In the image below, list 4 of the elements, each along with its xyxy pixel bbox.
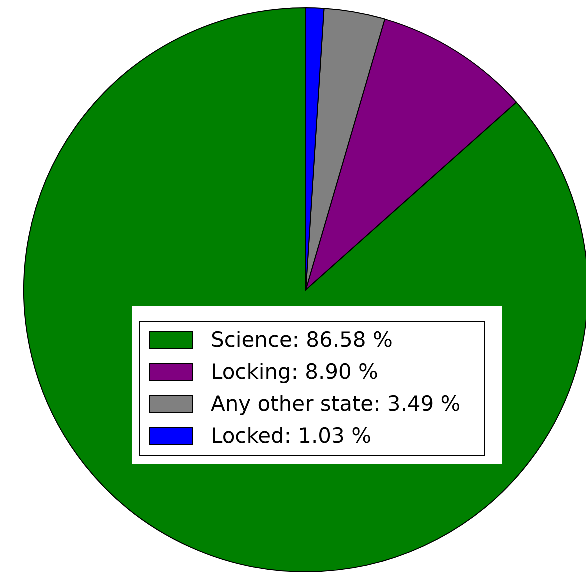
legend-label: Locked: 1.03 % bbox=[211, 424, 372, 448]
legend-label: Any other state: 3.49 % bbox=[211, 392, 461, 416]
legend-label: Locking: 8.90 % bbox=[211, 360, 378, 384]
legend-label: Science: 86.58 % bbox=[211, 328, 393, 352]
